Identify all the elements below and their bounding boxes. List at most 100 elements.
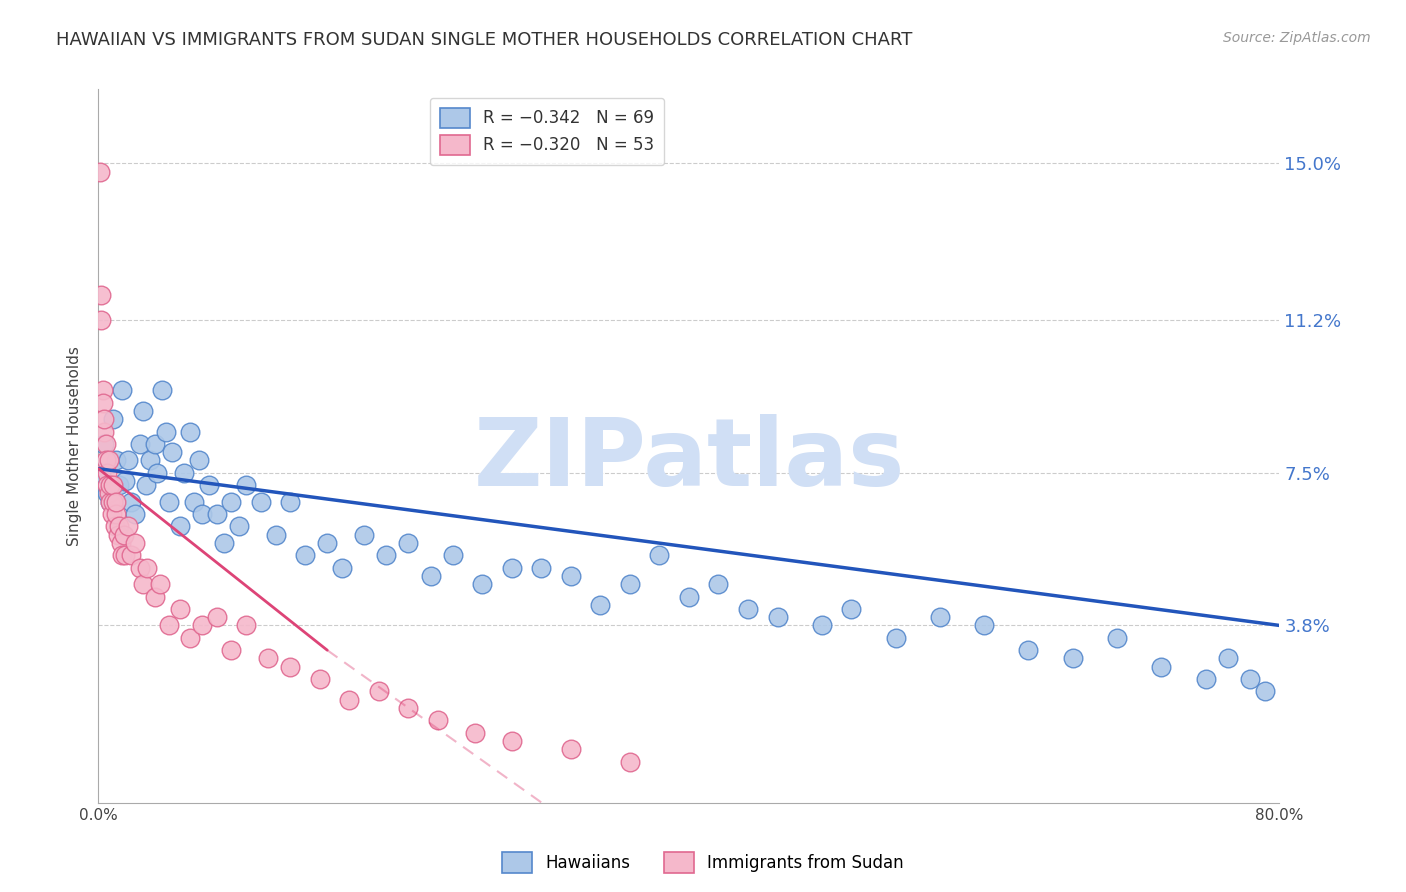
Point <box>124 507 146 521</box>
Point <box>309 672 332 686</box>
Point <box>264 527 287 541</box>
Point <box>132 577 155 591</box>
Point <box>707 577 730 591</box>
Point <box>1239 672 1261 686</box>
Point <box>316 536 339 550</box>
Legend: R = −0.342   N = 69, R = −0.320   N = 53: R = −0.342 N = 69, R = −0.320 N = 53 <box>430 97 665 165</box>
Point <box>212 536 235 550</box>
Point <box>97 453 120 467</box>
Point <box>1105 631 1128 645</box>
Point <box>235 618 257 632</box>
Point <box>205 507 228 521</box>
Point <box>169 602 191 616</box>
Point <box>250 494 273 508</box>
Point <box>187 453 209 467</box>
Point <box>136 560 159 574</box>
Point <box>128 437 150 451</box>
Point <box>501 734 523 748</box>
Point <box>89 164 111 178</box>
Point <box>100 507 122 521</box>
Point <box>108 519 131 533</box>
Point <box>107 527 129 541</box>
Point <box>183 494 205 508</box>
Point <box>96 466 118 480</box>
Point <box>375 549 398 563</box>
Point <box>228 519 250 533</box>
Point <box>143 590 166 604</box>
Point <box>93 437 115 451</box>
Point <box>105 507 128 521</box>
Point <box>135 478 157 492</box>
Point <box>179 425 201 439</box>
Point <box>619 755 641 769</box>
Point <box>294 549 316 563</box>
Point <box>257 651 280 665</box>
Point <box>427 714 450 728</box>
Point <box>98 494 121 508</box>
Point <box>96 486 118 500</box>
Point <box>1062 651 1084 665</box>
Point <box>105 494 128 508</box>
Point <box>112 527 135 541</box>
Point <box>146 466 169 480</box>
Point <box>884 631 907 645</box>
Point <box>678 590 700 604</box>
Point <box>124 536 146 550</box>
Point <box>120 494 142 508</box>
Point <box>155 425 177 439</box>
Point <box>278 494 302 508</box>
Point <box>530 560 553 574</box>
Point <box>501 560 523 574</box>
Point <box>235 478 257 492</box>
Point <box>1216 651 1239 665</box>
Point <box>219 643 242 657</box>
Point <box>132 404 155 418</box>
Point <box>396 536 419 550</box>
Point <box>339 692 360 706</box>
Point <box>157 618 180 632</box>
Point <box>648 549 671 563</box>
Point <box>117 519 139 533</box>
Point <box>94 437 117 451</box>
Point <box>1195 672 1218 686</box>
Point <box>111 549 134 563</box>
Point <box>90 466 112 480</box>
Point <box>110 536 132 550</box>
Point <box>128 560 150 574</box>
Text: HAWAIIAN VS IMMIGRANTS FROM SUDAN SINGLE MOTHER HOUSEHOLDS CORRELATION CHART: HAWAIIAN VS IMMIGRANTS FROM SUDAN SINGLE… <box>56 31 912 49</box>
Point <box>97 486 120 500</box>
Point <box>90 288 112 302</box>
Point <box>91 395 114 409</box>
Point <box>139 453 162 467</box>
Point <box>93 425 115 439</box>
Point <box>1017 643 1039 657</box>
Point <box>91 384 114 398</box>
Point <box>368 684 391 698</box>
Point <box>191 507 214 521</box>
Point <box>114 549 136 563</box>
Point <box>973 618 995 632</box>
Point <box>143 437 166 451</box>
Point <box>219 494 242 508</box>
Point <box>169 519 191 533</box>
Point <box>278 659 302 673</box>
Point <box>103 412 125 426</box>
Point <box>1254 684 1277 698</box>
Point <box>173 466 195 480</box>
Point <box>330 560 353 574</box>
Point <box>157 494 180 508</box>
Point <box>117 453 139 467</box>
Point <box>353 527 375 541</box>
Point <box>98 478 121 492</box>
Point <box>93 412 115 426</box>
Point <box>105 453 128 467</box>
Point <box>205 610 228 624</box>
Point <box>103 478 125 492</box>
Point <box>108 478 131 492</box>
Point <box>162 445 183 459</box>
Text: ZIPatlas: ZIPatlas <box>474 414 904 507</box>
Point <box>419 569 441 583</box>
Text: Source: ZipAtlas.com: Source: ZipAtlas.com <box>1223 31 1371 45</box>
Point <box>464 725 486 739</box>
Point <box>96 478 118 492</box>
